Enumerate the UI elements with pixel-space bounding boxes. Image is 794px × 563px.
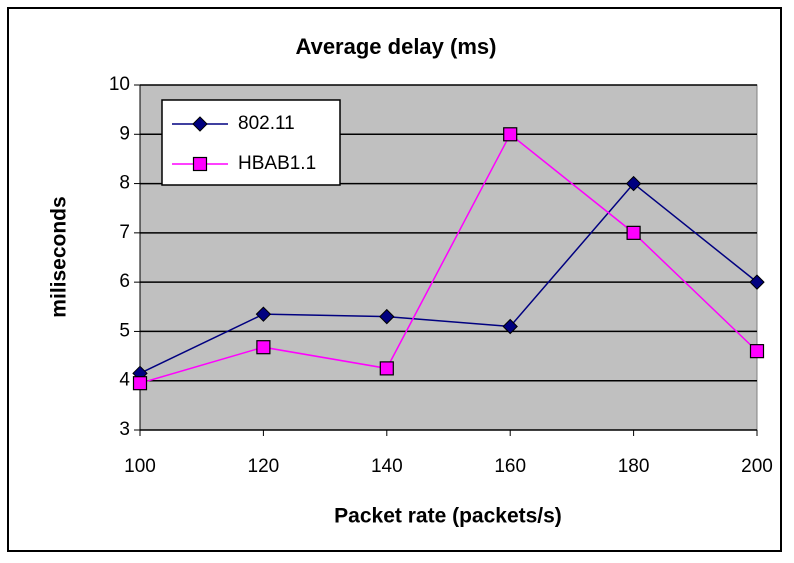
y-axis-label: miliseconds — [48, 196, 71, 317]
x-tick-label: 100 — [124, 456, 156, 477]
x-axis-label: Packet rate (packets/s) — [334, 505, 562, 528]
y-tick-label: 5 — [119, 320, 130, 341]
legend-label: HBAB1.1 — [238, 153, 316, 174]
y-tick-label: 7 — [119, 222, 130, 243]
point-marker — [626, 225, 641, 240]
legend-box — [161, 99, 341, 186]
point-marker — [132, 376, 148, 391]
chart-title: Average delay (ms) — [296, 34, 497, 59]
point-marker — [255, 306, 272, 322]
point-marker — [379, 308, 395, 325]
y-tick-label: 3 — [119, 419, 130, 440]
y-tick-label: 10 — [109, 74, 130, 95]
point-marker — [502, 318, 518, 335]
point-marker — [625, 175, 642, 192]
point-marker — [749, 344, 765, 359]
x-tick-label: 160 — [494, 456, 526, 477]
x-tick-label: 140 — [371, 456, 403, 477]
y-tick-label: 4 — [119, 370, 130, 391]
point-marker — [749, 274, 765, 290]
y-tick-label: 8 — [119, 173, 130, 194]
series-line — [139, 182, 758, 374]
x-tick-label: 120 — [248, 456, 280, 477]
x-tick-label: 180 — [618, 456, 650, 477]
point-marker — [379, 361, 394, 376]
y-tick-label: 6 — [119, 271, 130, 292]
y-tick-label: 9 — [119, 123, 130, 144]
x-tick-label: 200 — [741, 456, 773, 477]
legend-marker — [192, 116, 208, 132]
legend-marker — [192, 156, 208, 172]
point-marker — [256, 340, 271, 355]
point-marker — [503, 127, 518, 142]
legend-label: 802.11 — [238, 113, 295, 134]
series-line — [139, 133, 758, 384]
